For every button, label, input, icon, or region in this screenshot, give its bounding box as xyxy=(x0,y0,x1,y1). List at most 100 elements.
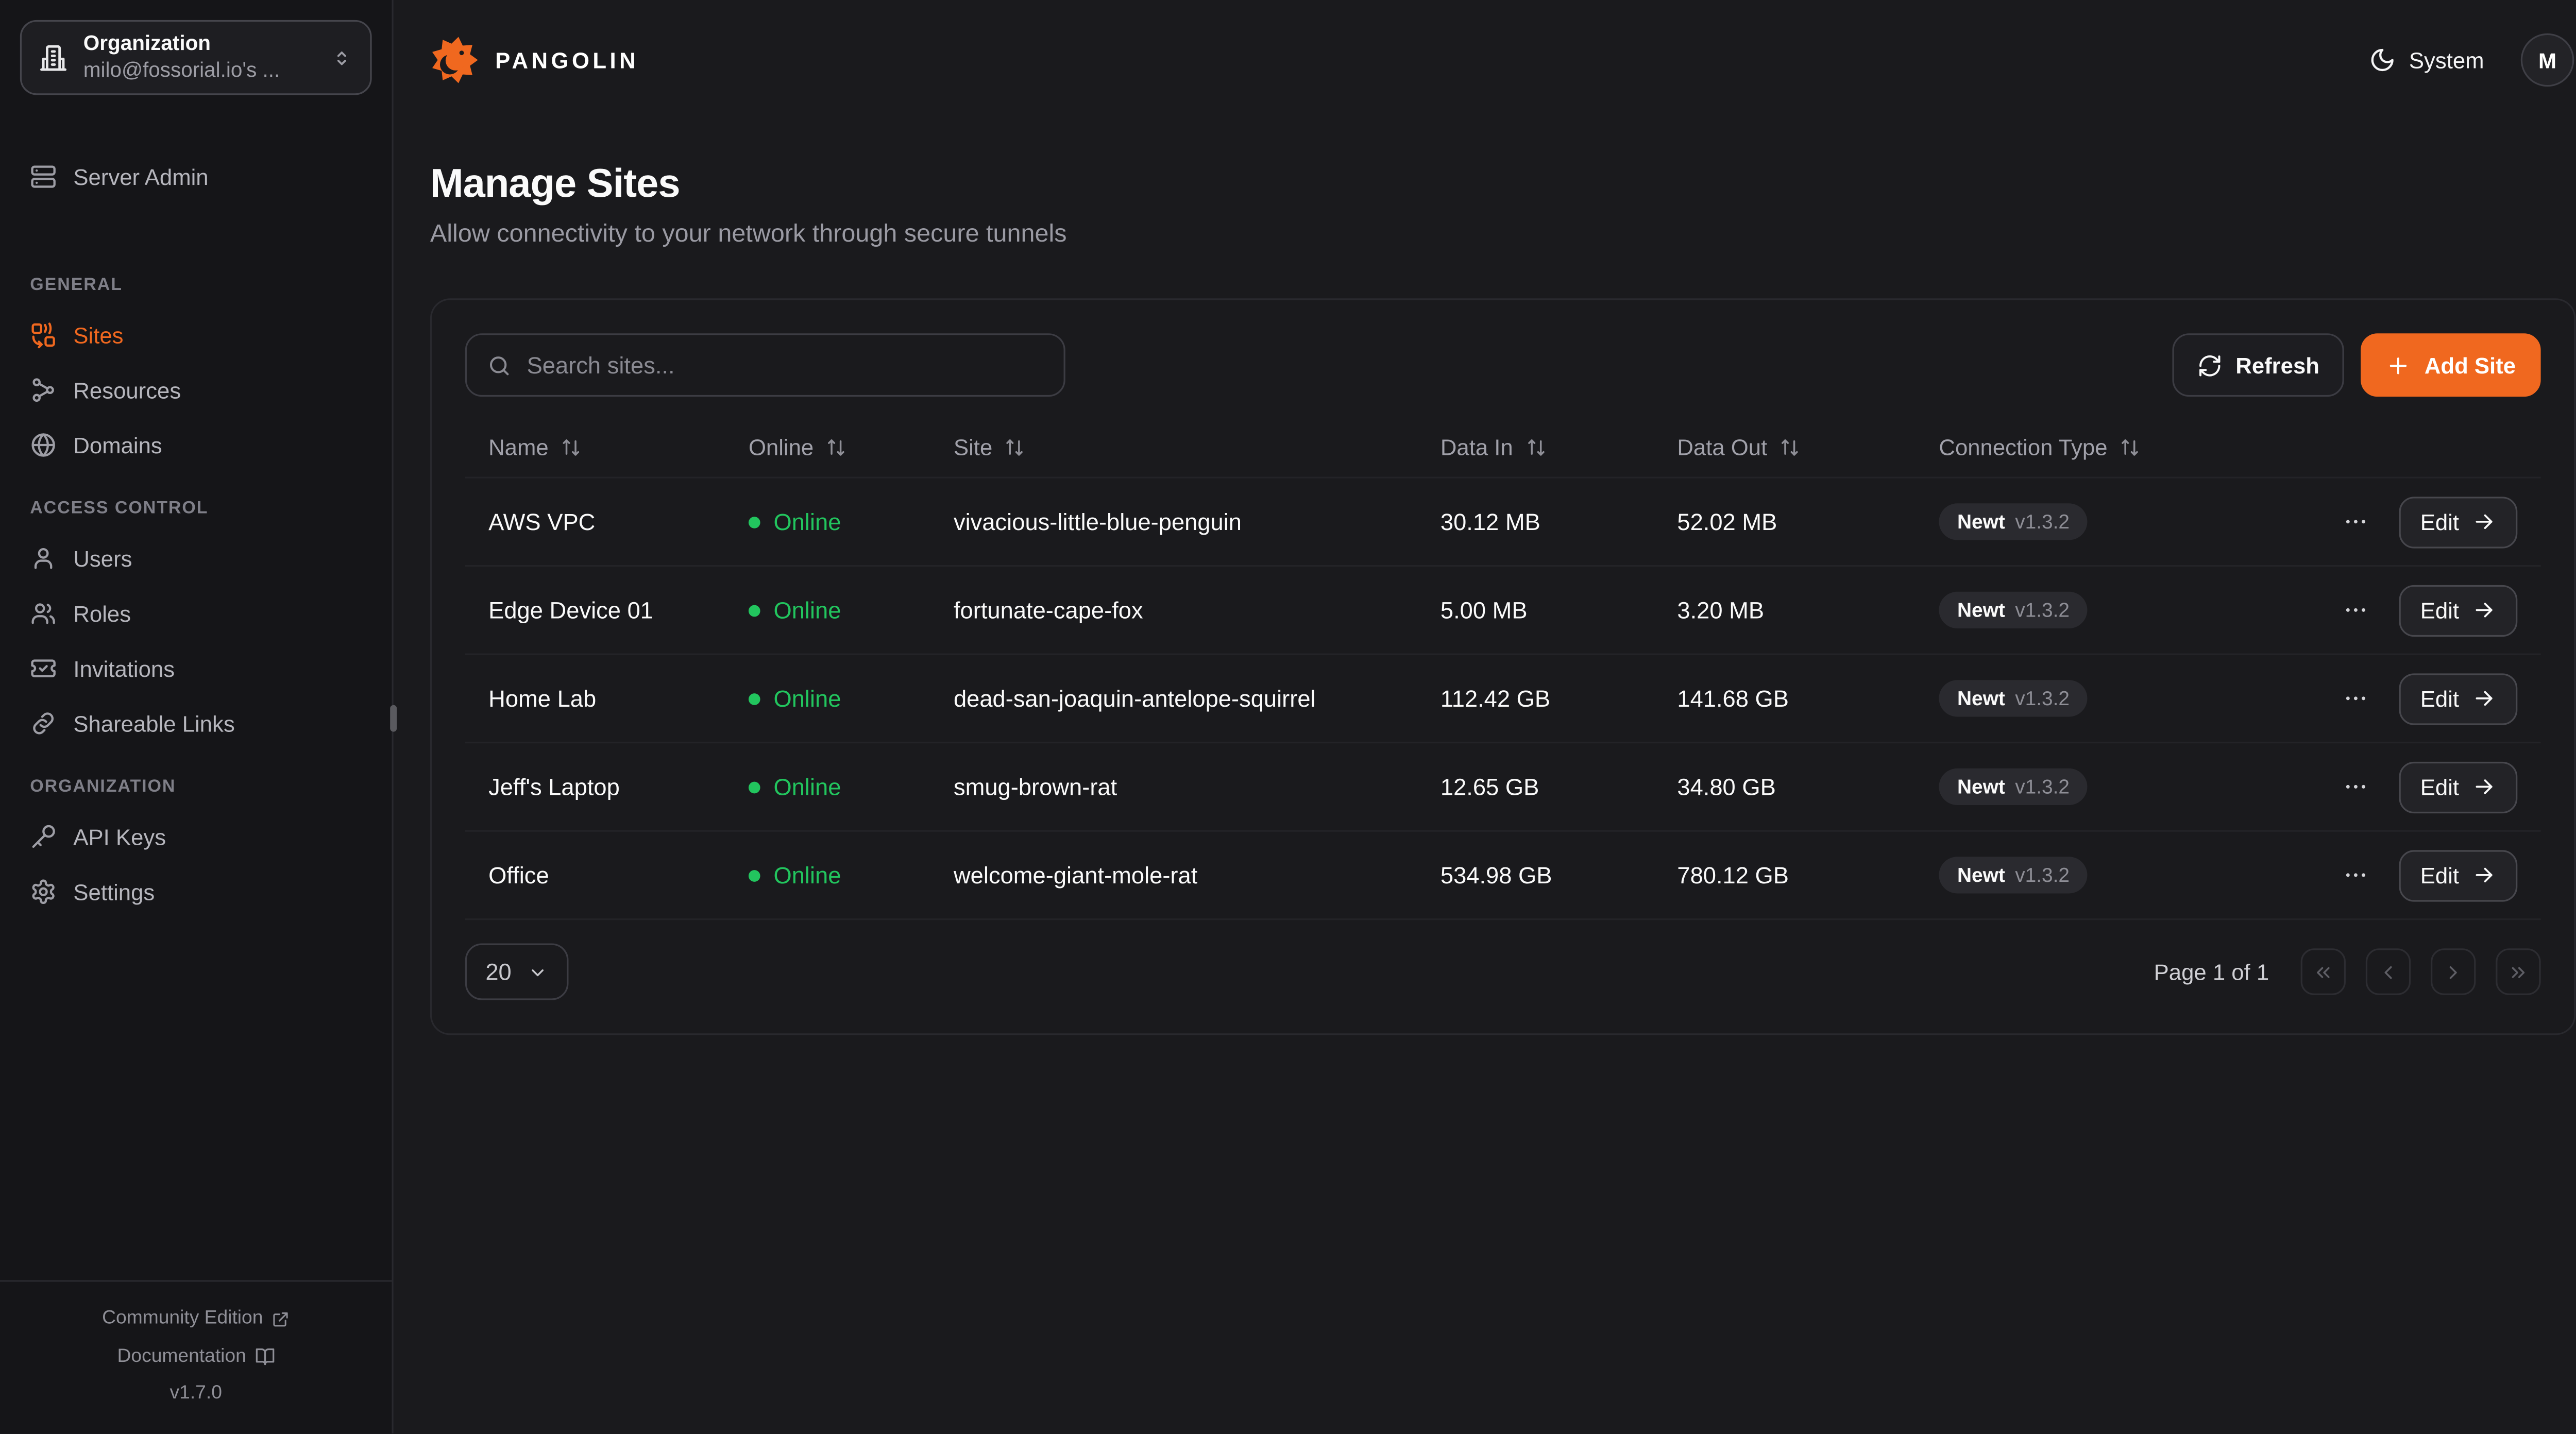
data-out-value: 780.12 GB xyxy=(1677,861,1789,889)
search-icon xyxy=(487,352,512,378)
site-slug: dead-san-joaquin-antelope-squirrel xyxy=(953,685,1316,712)
row-menu-button[interactable] xyxy=(2338,859,2372,892)
sidebar-item-label: Sites xyxy=(73,322,124,348)
refresh-button[interactable]: Refresh xyxy=(2172,333,2345,397)
data-in-value: 12.65 GB xyxy=(1440,773,1539,800)
sidebar-item-server-admin[interactable]: Server Admin xyxy=(20,151,372,201)
connection-type-badge: Newt v1.3.2 xyxy=(1939,503,2088,540)
column-header-name[interactable]: Name xyxy=(488,435,749,460)
user-icon xyxy=(30,545,57,572)
avatar-initial: M xyxy=(2538,47,2557,73)
sidebar-item-resources[interactable]: Resources xyxy=(20,365,372,415)
section-label-general: GENERAL xyxy=(30,275,123,295)
first-page-button[interactable] xyxy=(2300,948,2346,995)
row-menu-button[interactable] xyxy=(2338,770,2372,804)
gear-icon xyxy=(30,878,57,905)
sidebar-resize-handle[interactable] xyxy=(390,705,397,732)
data-out-value: 141.68 GB xyxy=(1677,685,1789,712)
sidebar-item-users[interactable]: Users xyxy=(20,534,372,584)
site-slug: welcome-giant-mole-rat xyxy=(953,861,1198,889)
key-icon xyxy=(30,824,57,850)
org-selector-title: Organization xyxy=(83,31,211,55)
sidebar-item-label: Roles xyxy=(73,601,131,626)
data-in-value: 5.00 MB xyxy=(1440,596,1528,624)
server-icon xyxy=(30,163,57,190)
row-menu-button[interactable] xyxy=(2338,593,2372,627)
table-row: Home Lab Online dead-san-joaquin-antelop… xyxy=(465,655,2541,744)
sidebar-item-label: Settings xyxy=(73,879,155,904)
sidebar-item-label: Resources xyxy=(73,377,181,403)
sidebar-item-label: API Keys xyxy=(73,824,166,849)
status-badge: Online xyxy=(748,508,954,535)
edit-button[interactable]: Edit xyxy=(2398,672,2518,725)
arrow-right-icon xyxy=(2472,599,2496,622)
column-header-connection-type[interactable]: Connection Type xyxy=(1939,435,2302,460)
site-name: Home Lab xyxy=(488,685,597,712)
org-selector[interactable]: Organization milo@fossorial.io's ... xyxy=(20,20,372,95)
table-row: Edge Device 01 Online fortunate-cape-fox… xyxy=(465,567,2541,655)
data-in-value: 534.98 GB xyxy=(1440,861,1552,889)
sidebar-item-label: Users xyxy=(73,545,132,571)
site-slug: smug-brown-rat xyxy=(953,773,1117,800)
chevron-left-icon xyxy=(2377,961,2399,983)
connection-type-badge: Newt v1.3.2 xyxy=(1939,680,2088,717)
edit-button[interactable]: Edit xyxy=(2398,761,2518,813)
column-header-data-out[interactable]: Data Out xyxy=(1677,435,1939,460)
sidebar-item-sites[interactable]: Sites xyxy=(20,310,372,360)
chevrons-right-icon xyxy=(2507,961,2529,983)
row-menu-button[interactable] xyxy=(2338,505,2372,538)
table-footer: 20 Page 1 of 1 xyxy=(465,943,2541,1000)
data-in-value: 30.12 MB xyxy=(1440,508,1540,535)
row-menu-button[interactable] xyxy=(2338,682,2372,715)
site-slug: fortunate-cape-fox xyxy=(953,596,1143,624)
search-input[interactable] xyxy=(527,351,1044,379)
app-version: v1.7.0 xyxy=(170,1383,222,1404)
sort-icon xyxy=(1779,437,1801,458)
online-dot-icon xyxy=(748,692,760,705)
users-icon xyxy=(30,600,57,627)
avatar[interactable]: M xyxy=(2520,33,2574,87)
edit-button[interactable]: Edit xyxy=(2398,849,2518,901)
sidebar-item-shareable-links[interactable]: Shareable Links xyxy=(20,698,372,748)
sort-icon xyxy=(2119,437,2141,458)
page-size-select[interactable]: 20 xyxy=(465,943,569,1000)
chevron-right-icon xyxy=(2443,961,2464,983)
sidebar-item-api-keys[interactable]: API Keys xyxy=(20,812,372,862)
sort-icon xyxy=(825,437,847,458)
data-out-value: 3.20 MB xyxy=(1677,596,1765,624)
sidebar-item-invitations[interactable]: Invitations xyxy=(20,643,372,693)
chevrons-up-down-icon xyxy=(330,46,353,69)
sidebar-item-domains[interactable]: Domains xyxy=(20,420,372,470)
edit-button[interactable]: Edit xyxy=(2398,496,2518,548)
theme-toggle[interactable]: System xyxy=(2369,47,2484,74)
edit-button[interactable]: Edit xyxy=(2398,584,2518,636)
globe-icon xyxy=(30,432,57,458)
sidebar-item-roles[interactable]: Roles xyxy=(20,588,372,638)
documentation-link[interactable]: Documentation xyxy=(117,1338,275,1375)
brand: PANGOLIN xyxy=(430,35,639,85)
online-dot-icon xyxy=(748,781,760,793)
last-page-button[interactable] xyxy=(2496,948,2541,995)
column-header-site[interactable]: Site xyxy=(954,435,1440,460)
sort-icon xyxy=(560,437,582,458)
arrow-right-icon xyxy=(2472,510,2496,533)
section-label-access-control: ACCESS CONTROL xyxy=(30,498,209,519)
brand-name: PANGOLIN xyxy=(495,47,639,73)
topbar: PANGOLIN System M xyxy=(394,0,2576,120)
link-icon xyxy=(30,710,57,737)
add-site-button[interactable]: Add Site xyxy=(2361,333,2541,397)
building-icon xyxy=(38,43,68,73)
community-edition-link[interactable]: Community Edition xyxy=(102,1300,290,1338)
sidebar-footer: Community Edition Documentation v1.7.0 xyxy=(0,1280,392,1434)
sites-toolbar: Refresh Add Site xyxy=(465,333,2541,397)
table-header: Name Online Site Data In xyxy=(465,418,2541,479)
column-header-online[interactable]: Online xyxy=(749,435,954,460)
next-page-button[interactable] xyxy=(2431,948,2476,995)
sidebar-item-settings[interactable]: Settings xyxy=(20,867,372,917)
column-header-data-in[interactable]: Data In xyxy=(1440,435,1677,460)
table-row: AWS VPC Online vivacious-little-blue-pen… xyxy=(465,479,2541,567)
site-slug: vivacious-little-blue-penguin xyxy=(953,508,1242,535)
page-status: Page 1 of 1 xyxy=(2154,959,2269,984)
previous-page-button[interactable] xyxy=(2365,948,2411,995)
connection-type-badge: Newt v1.3.2 xyxy=(1939,768,2088,805)
